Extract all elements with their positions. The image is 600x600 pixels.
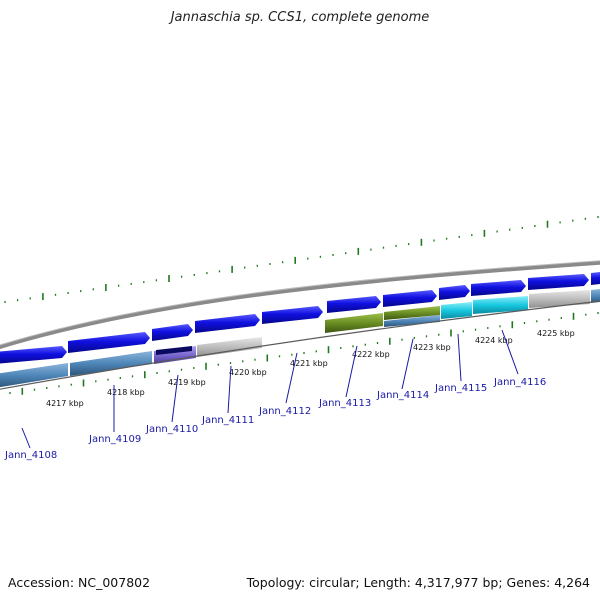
- gene-label-jann-4114[interactable]: Jann_4114: [376, 390, 429, 401]
- feature-block[interactable]: [197, 337, 262, 357]
- kbp-label: 4219 kbp: [168, 378, 206, 387]
- gene-arrow[interactable]: [152, 324, 193, 341]
- feature-block[interactable]: [156, 346, 192, 355]
- leader-line: [345, 345, 358, 398]
- gene-label-jann-4110[interactable]: Jann_4110: [145, 424, 198, 435]
- gene-arrow[interactable]: [327, 296, 381, 313]
- gene-label-jann-4109[interactable]: Jann_4109: [88, 434, 141, 445]
- accession-text: Accession: NC_007802: [8, 575, 151, 590]
- feature-block[interactable]: [591, 289, 600, 303]
- gene-label-jann-4115[interactable]: Jann_4115: [434, 383, 487, 394]
- feature-track-baseline: [0, 300, 600, 390]
- leader-line: [227, 365, 232, 414]
- genome-backbone-highlight: [0, 260, 600, 346]
- leader-line: [171, 374, 179, 423]
- gene-arrow[interactable]: [383, 290, 437, 307]
- leader-line: [401, 338, 414, 390]
- kbp-label: 4223 kbp: [413, 343, 451, 352]
- gene-arrow[interactable]: [0, 346, 67, 364]
- kbp-label: 4221 kbp: [290, 359, 328, 368]
- genome-title: Jannaschia sp. CCS1, complete genome: [170, 10, 430, 25]
- gene-label-jann-4111[interactable]: Jann_4111: [201, 415, 254, 426]
- genome-backbone: [0, 260, 600, 350]
- feature-block[interactable]: [384, 306, 440, 320]
- tick-rows: [4, 216, 599, 395]
- genome-stats-text: Topology: circular; Length: 4,317,977 bp…: [246, 575, 590, 590]
- feature-block[interactable]: [0, 363, 68, 388]
- feature-block[interactable]: [473, 296, 528, 314]
- gene-arrow[interactable]: [68, 332, 150, 353]
- gene-leader-lines: [21, 329, 519, 449]
- kbp-label: 4225 kbp: [537, 329, 575, 338]
- gene-label-jann-4116[interactable]: Jann_4116: [493, 377, 546, 388]
- gene-arrow[interactable]: [262, 306, 323, 324]
- leader-line: [21, 427, 31, 449]
- forward-strand-genes: [0, 272, 600, 364]
- kbp-labels: 4217 kbp 4218 kbp 4219 kbp 4220 kbp 4221…: [46, 329, 575, 408]
- leader-line: [501, 329, 519, 375]
- kbp-label: 4222 kbp: [352, 350, 390, 359]
- gene-arrow[interactable]: [195, 314, 260, 333]
- kbp-label: 4224 kbp: [475, 336, 513, 345]
- feature-block[interactable]: [441, 302, 472, 319]
- kbp-label: 4217 kbp: [46, 399, 84, 408]
- gene-arrow[interactable]: [528, 274, 589, 290]
- leader-line: [285, 352, 298, 404]
- feature-block[interactable]: [70, 351, 152, 376]
- feature-track: [0, 289, 600, 388]
- gene-label-jann-4108[interactable]: Jann_4108: [4, 450, 57, 461]
- feature-block[interactable]: [384, 315, 440, 327]
- gene-label-jann-4113[interactable]: Jann_4113: [318, 398, 371, 409]
- gene-label-jann-4112[interactable]: Jann_4112: [258, 406, 311, 417]
- leader-line: [457, 333, 462, 382]
- kbp-label: 4218 kbp: [107, 388, 145, 397]
- gene-arrow[interactable]: [471, 280, 526, 296]
- feature-block[interactable]: [529, 290, 590, 308]
- feature-block[interactable]: [325, 313, 383, 333]
- gene-arrow[interactable]: [439, 285, 470, 300]
- gene-arrow[interactable]: [591, 272, 600, 285]
- kbp-label: 4220 kbp: [229, 368, 267, 377]
- gene-labels: Jann_4108 Jann_4109 Jann_4110 Jann_4111 …: [4, 377, 546, 461]
